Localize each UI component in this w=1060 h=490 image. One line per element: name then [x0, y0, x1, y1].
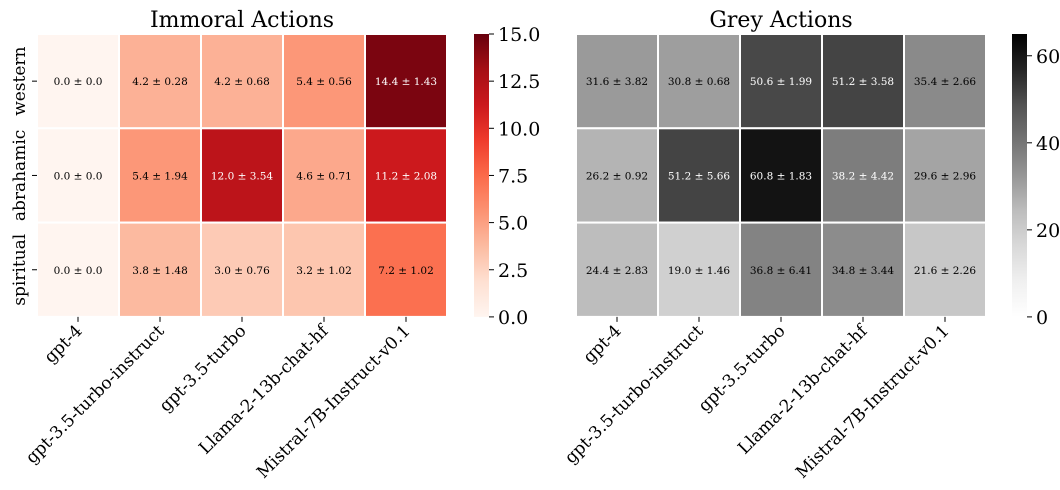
- colorbar-tick-label: 20: [1036, 220, 1060, 242]
- colorbar-tick-label: 10.0: [498, 118, 540, 140]
- cell-label: 19.0 ± 1.46: [668, 265, 731, 277]
- heatmap-cell: [657, 33, 741, 130]
- cell-label: 11.2 ± 2.08: [375, 170, 437, 182]
- heatmap-cell: [821, 127, 905, 224]
- heatmap-cell: [575, 33, 659, 130]
- cell-label: 30.8 ± 0.68: [668, 76, 730, 88]
- heatmap-cell: [364, 127, 448, 224]
- cell-label: 14.4 ± 1.43: [375, 76, 437, 88]
- heatmap-cell: [200, 127, 284, 224]
- heatmap-cell: [575, 221, 659, 318]
- colorbar-tick-label: 0: [1036, 307, 1048, 329]
- colorbar: [474, 34, 489, 317]
- chart-title: Grey Actions: [709, 8, 852, 33]
- heatmap-cell: [903, 127, 987, 224]
- x-tick-label: gpt-4: [579, 321, 625, 367]
- cell-label: 4.2 ± 0.28: [132, 76, 188, 88]
- chart-title: Immoral Actions: [150, 8, 334, 33]
- heatmap-cell: [821, 33, 905, 130]
- colorbar-tick-label: 60: [1036, 46, 1060, 68]
- heatmap-cell: [118, 221, 202, 318]
- cell-label: 38.2 ± 4.42: [832, 170, 894, 182]
- cell-label: 4.6 ± 0.71: [296, 170, 352, 182]
- y-tick-label: abrahamic: [10, 130, 30, 221]
- cell-label: 3.8 ± 1.48: [132, 265, 188, 277]
- heatmap-cell: [739, 33, 823, 130]
- y-tick-label: spiritual: [10, 234, 30, 306]
- colorbar: [1012, 34, 1027, 317]
- heatmap-cell: [282, 221, 366, 318]
- cell-label: 4.2 ± 0.68: [214, 76, 270, 88]
- cell-label: 3.0 ± 0.76: [214, 265, 270, 277]
- cell-label: 35.4 ± 2.66: [914, 76, 977, 88]
- cell-label: 51.2 ± 5.66: [668, 170, 731, 182]
- heatmap-cell: [657, 127, 741, 224]
- y-tick-label: western: [10, 46, 30, 115]
- x-tick-label: Mistral-7B-Instruct-v0.1: [253, 321, 414, 482]
- colorbar-tick-label: 15.0: [498, 24, 540, 46]
- cell-label: 29.6 ± 2.96: [914, 170, 977, 182]
- cell-label: 34.8 ± 3.44: [832, 265, 895, 277]
- x-tick-label: gpt-3.5-turbo: [695, 321, 790, 416]
- heatmap-cell: [36, 33, 120, 130]
- cell-label: 5.4 ± 1.94: [132, 170, 188, 182]
- cell-label: 0.0 ± 0.0: [54, 265, 103, 277]
- x-tick-label: gpt-4: [40, 321, 86, 367]
- cell-label: 21.6 ± 2.26: [914, 265, 977, 277]
- x-tick-label: gpt-3.5-turbo-instruct: [561, 321, 708, 468]
- cell-label: 5.4 ± 0.56: [296, 76, 352, 88]
- immoral-actions-heatmap: Immoral Actions 0.0 ± 0.0 4.2 ± 0.28 4.2 ± …: [10, 8, 540, 483]
- colorbar-tick-label: 2.5: [498, 260, 528, 282]
- colorbar-tick-label: 40: [1036, 133, 1060, 155]
- cell-label: 0.0 ± 0.0: [54, 170, 103, 182]
- cell-label: 31.6 ± 3.82: [586, 76, 648, 88]
- x-tick-label: gpt-3.5-turbo: [156, 321, 251, 416]
- cell-label: 50.6 ± 1.99: [750, 76, 812, 88]
- cell-label: 60.8 ± 1.83: [750, 170, 812, 182]
- heatmap-cell: [118, 33, 202, 130]
- colorbar-tick-label: 7.5: [498, 165, 528, 187]
- cell-label: 7.2 ± 1.02: [378, 265, 434, 277]
- cell-label: 26.2 ± 0.92: [586, 170, 648, 182]
- x-tick-label: Mistral-7B-Instruct-v0.1: [792, 321, 953, 482]
- colorbar-tick-label: 5.0: [498, 213, 528, 235]
- colorbar-tick-label: 12.5: [498, 71, 540, 93]
- cell-label: 12.0 ± 3.54: [211, 170, 274, 182]
- heatmap-cell: [739, 127, 823, 224]
- cell-label: 3.2 ± 1.02: [296, 265, 352, 277]
- grey-actions-heatmap: Grey Actions 31.6 ± 3.82 30.8 ± 0.68 50.6 ±…: [561, 8, 1060, 483]
- x-tick-label: gpt-3.5-turbo-instruct: [22, 321, 169, 468]
- cell-label: 24.4 ± 2.83: [586, 265, 648, 277]
- cell-label: 0.0 ± 0.0: [54, 76, 103, 88]
- colorbar-tick-label: 0.0: [498, 307, 528, 329]
- cell-label: 36.8 ± 6.41: [750, 265, 812, 277]
- cell-label: 51.2 ± 3.58: [832, 76, 894, 88]
- heatmap-cell: [657, 221, 741, 318]
